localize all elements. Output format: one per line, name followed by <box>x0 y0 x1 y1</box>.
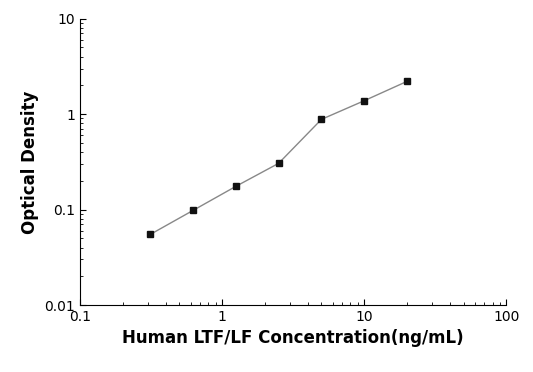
Y-axis label: Optical Density: Optical Density <box>21 90 39 234</box>
X-axis label: Human LTF/LF Concentration(ng/mL): Human LTF/LF Concentration(ng/mL) <box>123 330 464 347</box>
